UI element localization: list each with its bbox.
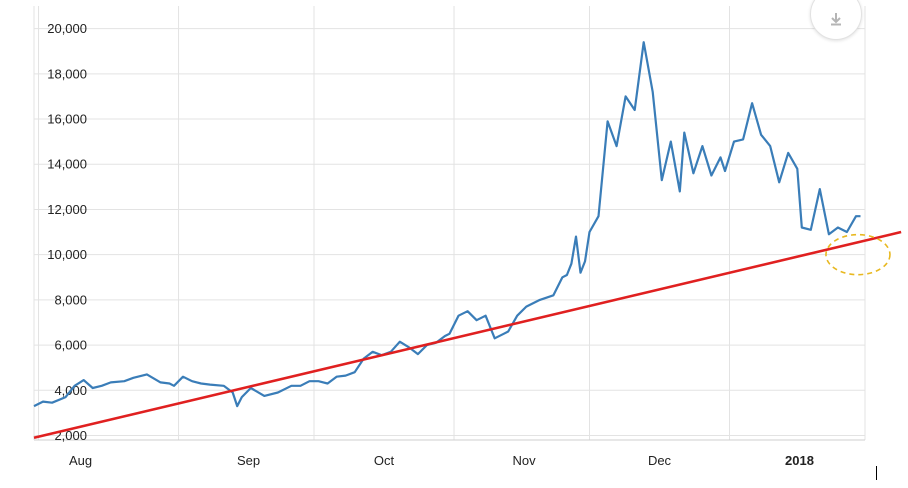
price-series-line	[33, 41, 861, 408]
x-tick-label: Aug	[69, 453, 92, 468]
y-tick-label: 20,000	[47, 21, 87, 36]
y-axis: 2,0004,0006,0008,00010,00012,00014,00016…	[47, 21, 87, 443]
y-tick-label: 16,000	[47, 112, 87, 127]
x-tick-label: Dec	[648, 453, 672, 468]
x-tick-label: 2018	[785, 453, 814, 468]
download-icon	[831, 13, 841, 26]
x-tick-label: Sep	[237, 453, 260, 468]
y-tick-label: 14,000	[47, 157, 87, 172]
text-cursor	[876, 466, 877, 480]
y-tick-label: 12,000	[47, 202, 87, 217]
support-trend-line	[33, 230, 902, 440]
y-tick-label: 8,000	[54, 292, 87, 307]
y-tick-label: 18,000	[47, 66, 87, 81]
x-tick-label: Nov	[512, 453, 536, 468]
x-axis: Aug Sep Oct Nov Dec 2018	[69, 453, 814, 468]
y-tick-label: 6,000	[54, 338, 87, 353]
x-tick-label: Oct	[374, 453, 395, 468]
highlight-circle	[825, 233, 891, 276]
grid-lines	[33, 6, 866, 441]
y-tick-label: 10,000	[47, 247, 87, 262]
